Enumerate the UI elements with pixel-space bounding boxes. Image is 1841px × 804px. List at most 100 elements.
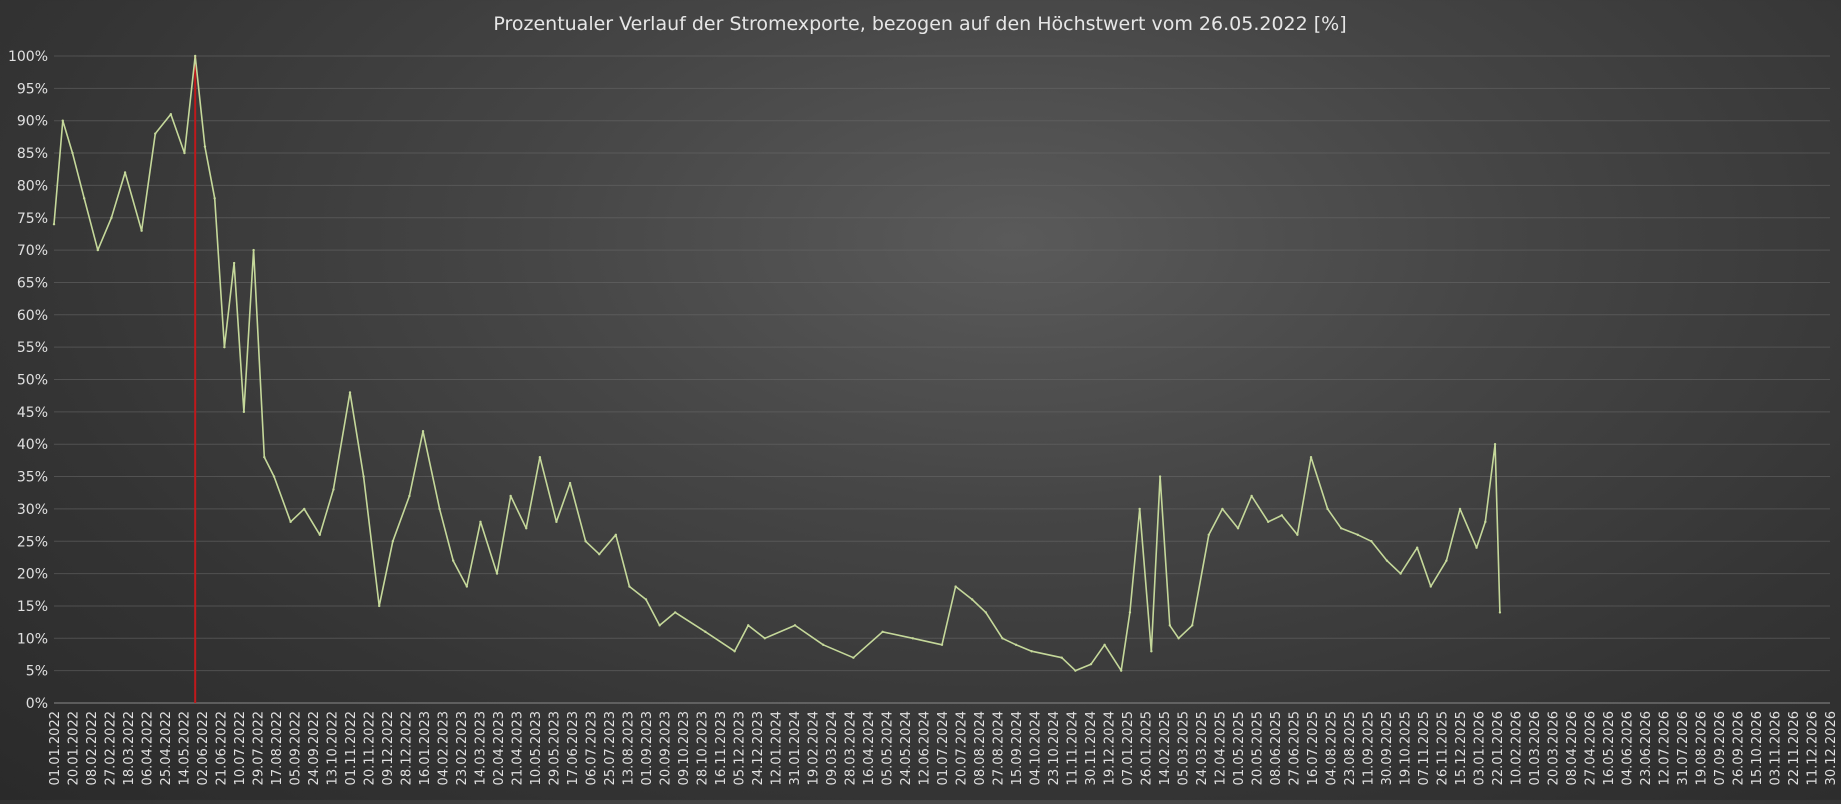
data-point xyxy=(223,345,226,349)
data-point xyxy=(970,598,974,601)
data-point xyxy=(644,598,648,601)
x-tick-label: 16.05.2026 xyxy=(1602,711,1617,785)
x-tick-label: 23.08.2025 xyxy=(1343,711,1358,785)
data-point xyxy=(252,248,255,252)
data-point xyxy=(555,520,558,524)
data-point xyxy=(1207,533,1210,536)
y-tick-label: 50% xyxy=(17,373,48,389)
y-tick-label: 0% xyxy=(26,696,48,712)
data-point xyxy=(1429,585,1432,588)
data-point xyxy=(495,572,499,575)
x-tick-label: 08.02.2022 xyxy=(85,711,100,785)
data-point xyxy=(1280,514,1284,517)
data-point xyxy=(421,430,425,433)
data-point xyxy=(538,455,542,459)
data-point xyxy=(1128,611,1132,614)
data-point xyxy=(1326,507,1329,511)
x-tick-label: 02.04.2023 xyxy=(492,711,507,785)
data-point xyxy=(525,527,528,530)
data-point xyxy=(704,630,707,634)
y-tick-label: 95% xyxy=(17,81,48,97)
x-tick-label: 26.11.2025 xyxy=(1436,711,1451,785)
data-point xyxy=(378,604,381,608)
x-tick-label: 23.10.2024 xyxy=(1047,711,1062,785)
y-tick-label: 75% xyxy=(17,211,48,227)
x-tick-label: 17.06.2023 xyxy=(566,711,581,785)
data-point xyxy=(242,410,246,414)
x-tick-label: 17.08.2022 xyxy=(270,711,285,785)
data-point xyxy=(1493,443,1497,446)
data-point xyxy=(232,261,236,265)
data-point xyxy=(465,585,469,588)
x-tick-label: 04.02.2023 xyxy=(437,711,452,785)
data-point xyxy=(1119,669,1123,672)
x-tick-label: 24.12.2023 xyxy=(751,711,766,785)
data-point xyxy=(140,229,143,232)
x-tick-label: 28.12.2022 xyxy=(400,711,415,785)
x-tick-label: 20.05.2025 xyxy=(1251,711,1266,785)
x-tick-label: 18.03.2022 xyxy=(122,711,137,785)
x-tick-label: 14.03.2023 xyxy=(474,711,489,785)
x-tick-label: 28.10.2023 xyxy=(696,711,711,785)
data-point xyxy=(1296,533,1299,536)
data-point xyxy=(1060,656,1063,659)
x-tick-label: 09.03.2024 xyxy=(825,711,840,785)
data-point xyxy=(318,533,322,536)
x-tick-label: 27.06.2025 xyxy=(1288,711,1303,785)
data-point xyxy=(303,507,306,511)
data-point xyxy=(1458,507,1462,511)
data-point xyxy=(1221,507,1224,511)
y-tick-label: 90% xyxy=(17,114,48,130)
x-tick-label: 30.12.2026 xyxy=(1824,711,1839,785)
x-tick-label: 01.01.2022 xyxy=(48,711,63,785)
y-tick-label: 80% xyxy=(17,178,48,194)
data-point xyxy=(1475,546,1478,549)
x-tick-label: 15.09.2024 xyxy=(1010,711,1025,785)
x-tick-label: 26.01.2025 xyxy=(1140,711,1155,785)
x-tick-label: 24.03.2025 xyxy=(1195,711,1210,785)
x-tick-label: 04.08.2025 xyxy=(1325,711,1340,785)
data-point xyxy=(1399,572,1402,575)
y-tick-label: 15% xyxy=(17,599,48,615)
x-tick-label: 19.08.2026 xyxy=(1695,711,1710,785)
data-point xyxy=(203,145,207,148)
x-tick-label: 22.11.2026 xyxy=(1787,711,1802,785)
data-point xyxy=(110,216,113,219)
data-point xyxy=(1370,540,1373,543)
x-tick-label: 29.05.2023 xyxy=(548,711,563,785)
y-tick-label: 30% xyxy=(17,502,48,518)
x-tick-label: 08.04.2026 xyxy=(1565,711,1580,785)
x-tick-label: 09.10.2023 xyxy=(677,711,692,785)
x-tick-label: 28.03.2024 xyxy=(844,711,859,785)
x-tick-label: 16.04.2024 xyxy=(862,711,877,785)
x-tick-label: 19.02.2024 xyxy=(807,711,822,785)
data-point xyxy=(822,643,825,646)
data-point xyxy=(1484,520,1487,524)
data-point xyxy=(628,585,631,588)
x-tick-label: 20.07.2024 xyxy=(955,711,970,785)
y-tick-label: 65% xyxy=(17,275,48,291)
y-tick-label: 40% xyxy=(17,437,48,453)
x-tick-label: 20.01.2022 xyxy=(67,711,82,785)
data-point xyxy=(96,248,100,252)
y-tick-label: 25% xyxy=(17,534,48,550)
x-tick-label: 29.07.2022 xyxy=(252,711,267,785)
data-point xyxy=(154,132,157,135)
y-tick-label: 100% xyxy=(8,49,48,65)
data-point xyxy=(452,559,455,562)
data-point xyxy=(1168,624,1172,627)
x-tick-label: 27.08.2024 xyxy=(992,711,1007,785)
y-tick-label: 70% xyxy=(17,243,48,259)
data-point xyxy=(1250,494,1253,498)
x-tick-label: 01.05.2025 xyxy=(1232,711,1247,785)
x-tick-label: 20.09.2023 xyxy=(659,711,674,785)
data-point xyxy=(1158,475,1162,478)
x-tick-label: 13.10.2022 xyxy=(326,711,341,785)
data-point xyxy=(881,630,884,634)
data-point xyxy=(213,197,216,200)
data-point xyxy=(438,507,441,511)
x-tick-label: 01.11.2022 xyxy=(344,711,359,785)
x-tick-label: 04.06.2026 xyxy=(1621,711,1636,785)
data-point xyxy=(584,540,587,543)
